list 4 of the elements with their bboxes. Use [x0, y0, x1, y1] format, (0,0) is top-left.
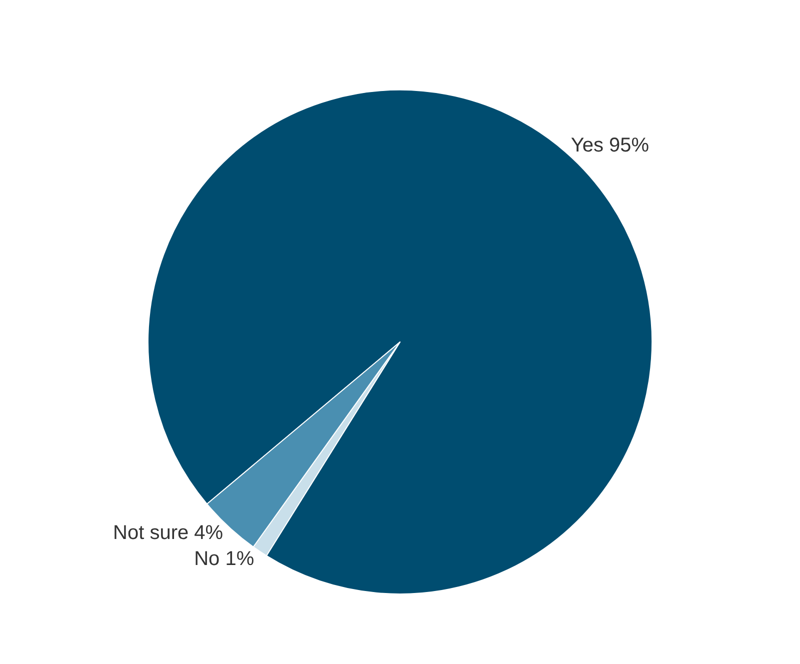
slice-label: Yes 95%: [570, 134, 650, 157]
pie-slice: [148, 90, 652, 594]
slice-label: No 1%: [194, 548, 254, 570]
slice-label: Not sure 4%: [113, 522, 224, 544]
